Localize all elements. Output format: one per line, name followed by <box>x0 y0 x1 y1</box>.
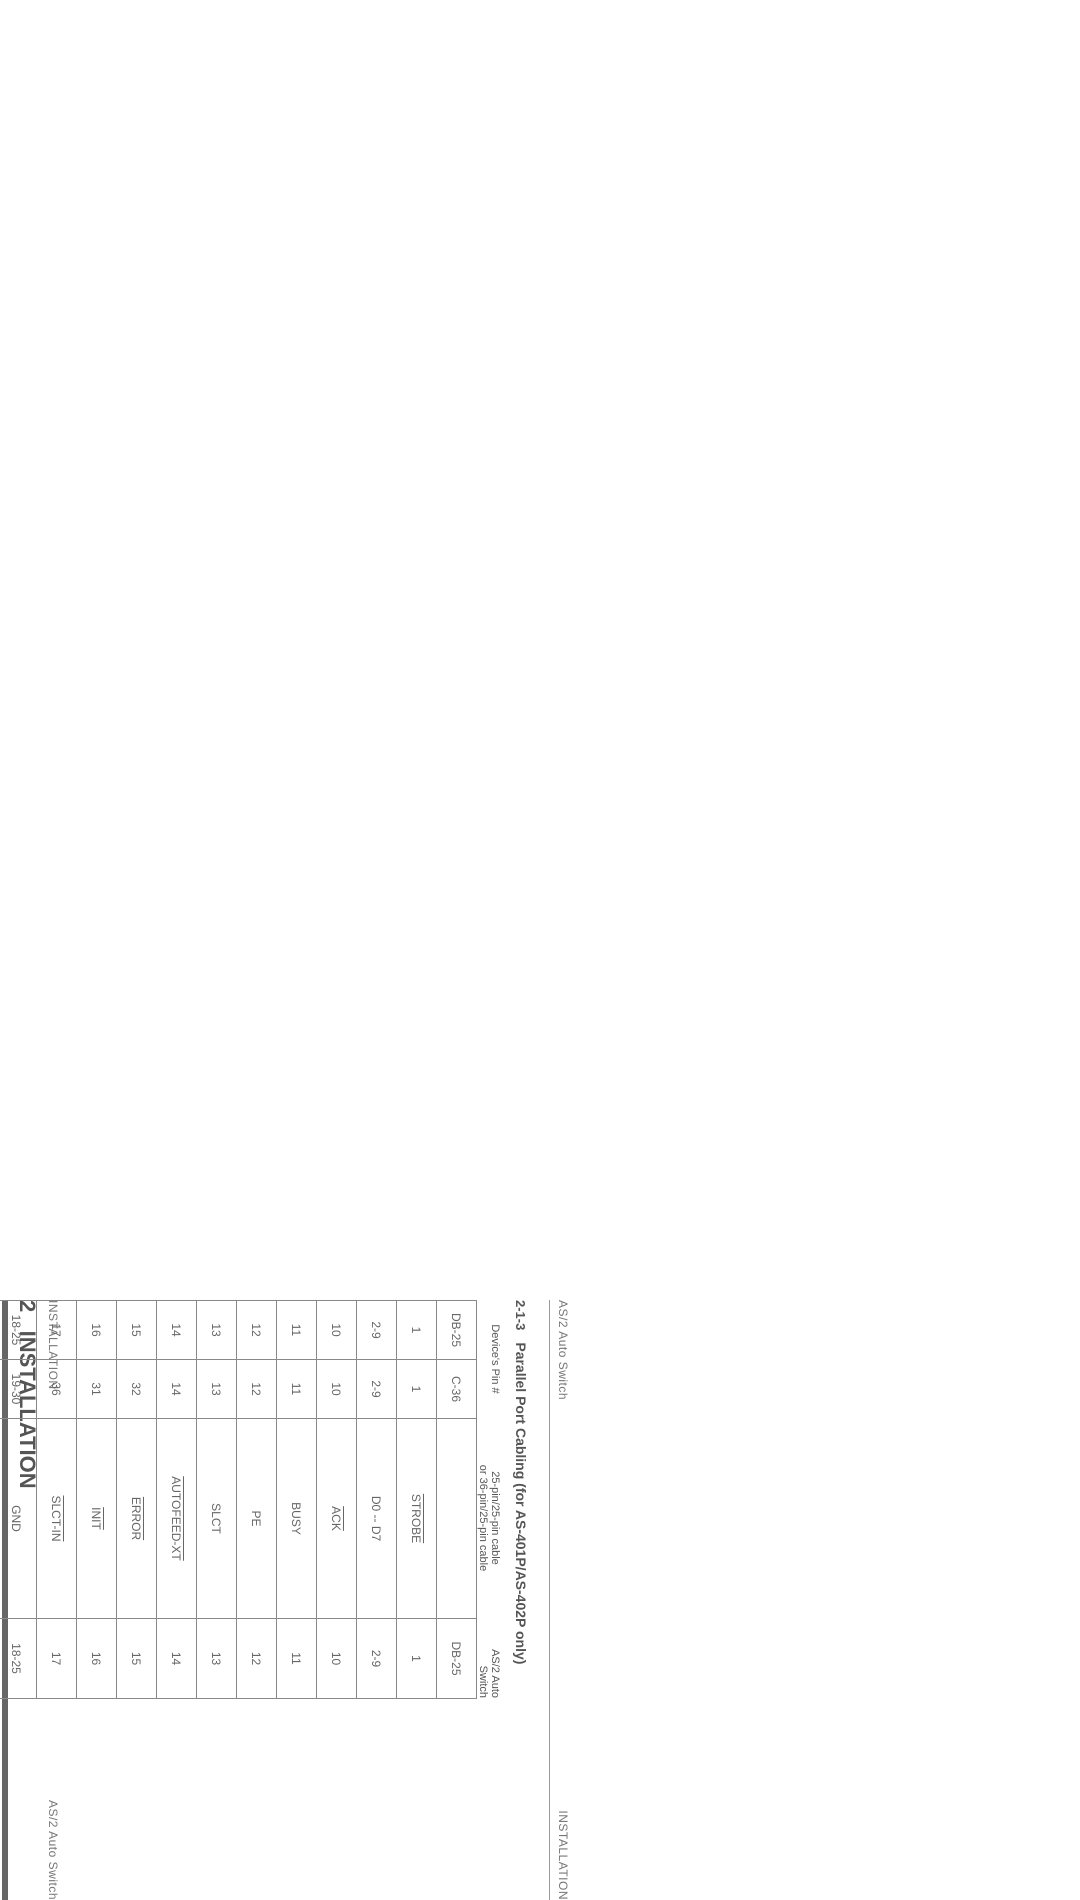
signal-cell: STROBE <box>397 1419 437 1619</box>
table-row: 11STROBE1 <box>397 1301 437 1699</box>
table-cell: 14 <box>157 1301 197 1360</box>
subsection-row: 2-1-3 Parallel Port Cabling (for AS-401P… <box>513 1300 529 1900</box>
parallel-header-left: Device's Pin # <box>477 1300 501 1418</box>
table-cell: 18-25 <box>0 1619 37 1699</box>
table-cell: 17 <box>37 1619 77 1699</box>
signal-name: GND <box>10 1505 24 1532</box>
table-cell: 10 <box>317 1360 357 1419</box>
table-cell: 19-30 <box>0 1360 37 1419</box>
par-header-c-top: 25-pin/25-pin cable <box>489 1418 501 1618</box>
table-cell: 10 <box>317 1301 357 1360</box>
table-row: 1736SLCT-IN17 <box>37 1301 77 1699</box>
scanned-sheet: INSTALLATION AS/2 Auto Switch 2 INSTALLA… <box>0 0 1080 1397</box>
signal-cell: D0 -- D7 <box>357 1419 397 1619</box>
signal-cell: BUSY <box>277 1419 317 1619</box>
table-header-cell: C-36 <box>437 1360 477 1419</box>
table-cell: 17 <box>37 1301 77 1360</box>
table-header-cell: DB-25 <box>437 1301 477 1360</box>
table-cell: 31 <box>77 1360 117 1419</box>
table-cell: 15 <box>117 1301 157 1360</box>
table-cell: 12 <box>237 1619 277 1699</box>
signal-cell: ERROR <box>117 1419 157 1619</box>
signal-cell: INIT <box>77 1419 117 1619</box>
subsection-title: Parallel Port Cabling (for AS-401P/AS-40… <box>513 1342 529 1664</box>
table-cell: 1 <box>397 1301 437 1360</box>
parallel-header-center: 25-pin/25-pin cable or 36-pin/25-pin cab… <box>477 1418 501 1618</box>
signal-name: STROBE <box>410 1494 424 1543</box>
par-header-c-bot: or 36-pin/25-pin cable <box>477 1418 489 1618</box>
signal-name: BUSY <box>290 1502 304 1535</box>
table-row: 1111BUSY11 <box>277 1301 317 1699</box>
signal-cell: GND <box>0 1419 37 1619</box>
signal-name: SLCT-IN <box>50 1495 64 1541</box>
table-cell: 16 <box>77 1301 117 1360</box>
table-cell: 13 <box>197 1360 237 1419</box>
signal-cell: PE <box>237 1419 277 1619</box>
signal-name: ACK <box>330 1506 344 1531</box>
signal-name: ERROR <box>130 1497 144 1540</box>
signal-cell: AUTOFEED-XT <box>157 1419 197 1619</box>
table-cell: 11 <box>277 1619 317 1699</box>
table-cell: 18-25 <box>0 1301 37 1360</box>
signal-cell: SLCT-IN <box>37 1419 77 1619</box>
running-header-left: AS/2 Auto Switch <box>556 1300 570 1400</box>
table-cell: 1 <box>397 1619 437 1699</box>
parallel-header-right: AS/2 Auto Switch <box>477 1618 501 1698</box>
table-cell: 13 <box>197 1619 237 1699</box>
table-row: 1313SLCT13 <box>197 1301 237 1699</box>
table-cell: 16 <box>77 1619 117 1699</box>
table-cell: 13 <box>197 1301 237 1360</box>
table-cell: 14 <box>157 1619 197 1699</box>
table-cell: 32 <box>117 1360 157 1419</box>
table-cell: 14 <box>157 1360 197 1419</box>
table-cell: 11 <box>277 1360 317 1419</box>
table-row: 1010ACK10 <box>317 1301 357 1699</box>
signal-name: D0 -- D7 <box>370 1496 384 1541</box>
signal-name: INIT <box>90 1507 104 1530</box>
table-cell: 2-9 <box>357 1301 397 1360</box>
table-row: 1414AUTOFEED-XT14 <box>157 1301 197 1699</box>
table-cell: 36 <box>37 1360 77 1419</box>
signal-name: SLCT <box>210 1503 224 1534</box>
table-row: 1212PE12 <box>237 1301 277 1699</box>
running-header-right: INSTALLATION <box>556 1810 570 1900</box>
table-cell: 11 <box>277 1301 317 1360</box>
table-cell: 10 <box>317 1619 357 1699</box>
table-row: 2-92-9D0 -- D72-9 <box>357 1301 397 1699</box>
table-row: 18-2519-30GND18-25 <box>0 1301 37 1699</box>
table-cell: 12 <box>237 1360 277 1419</box>
table-header-cell <box>437 1419 477 1619</box>
signal-name: PE <box>250 1510 264 1526</box>
table-row: 1631INIT16 <box>77 1301 117 1699</box>
parallel-cabling-table: DB-25C-36DB-25 11STROBE12-92-9D0 -- D72-… <box>0 1300 477 1699</box>
page-right: AS/2 Auto Switch INSTALLATION 2-1-3 Para… <box>0 1300 570 1900</box>
rule <box>549 1300 550 1900</box>
table-cell: 2-9 <box>357 1619 397 1699</box>
signal-cell: ACK <box>317 1419 357 1619</box>
signal-name: AUTOFEED-XT <box>170 1476 184 1560</box>
table-cell: 2-9 <box>357 1360 397 1419</box>
table-header-cell: DB-25 <box>437 1619 477 1699</box>
subsection-no: 2-1-3 <box>513 1300 528 1330</box>
table-cell: 1 <box>397 1360 437 1419</box>
table-cell: 15 <box>117 1619 157 1699</box>
table-row: 1532ERROR15 <box>117 1301 157 1699</box>
table-cell: 12 <box>237 1301 277 1360</box>
signal-cell: SLCT <box>197 1419 237 1619</box>
